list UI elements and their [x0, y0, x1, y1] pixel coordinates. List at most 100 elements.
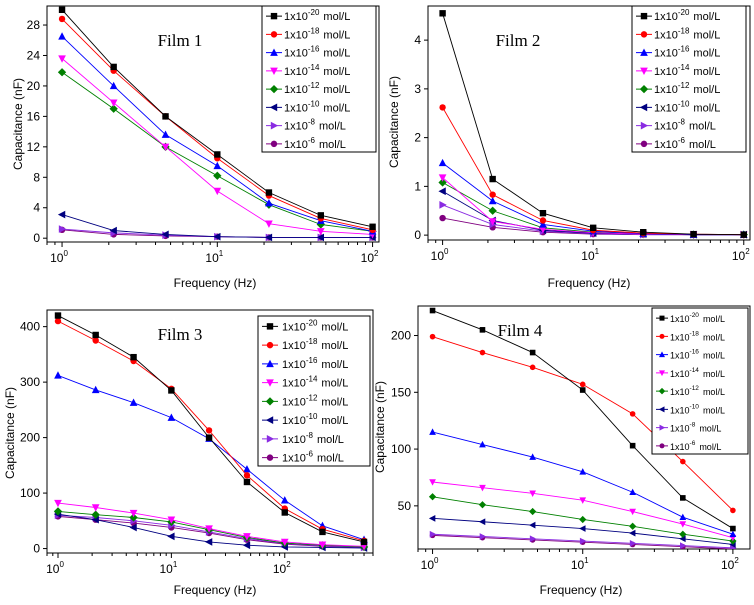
x-tick-label: 102 — [721, 556, 739, 572]
legend-entry: 1x10-12 mol/L — [266, 81, 350, 96]
legend-marker — [266, 359, 274, 368]
data-point — [579, 468, 587, 475]
legend-box — [261, 5, 377, 153]
legend-exponent: -14 — [690, 367, 700, 374]
legend-entry: 1x10-18 mol/L — [262, 337, 348, 352]
data-point — [109, 226, 117, 235]
data-point — [479, 484, 486, 492]
legend-label: 1x10-12 mol/L — [654, 81, 720, 96]
legend-exponent: -16 — [308, 45, 320, 54]
y-tick-label: 1 — [414, 179, 421, 193]
data-point — [529, 490, 537, 497]
legend-label: 1x10-8 mol/L — [284, 118, 346, 133]
data-point — [529, 521, 536, 529]
data-point — [529, 453, 537, 460]
legend-entry: 1x10-8 mol/L — [656, 422, 721, 434]
y-tick-label: 400 — [20, 320, 40, 334]
legend-prefix: 1x10 — [282, 396, 306, 408]
legend-prefix: 1x10 — [670, 369, 690, 379]
data-point — [129, 523, 137, 532]
legend-unit: mol/L — [319, 121, 346, 133]
data-point — [539, 226, 547, 234]
legend-exponent: -6 — [678, 136, 686, 145]
legend-unit: mol/L — [703, 387, 725, 397]
data-point — [429, 530, 437, 538]
data-point — [205, 434, 213, 441]
data-point — [680, 542, 687, 549]
data-point — [243, 472, 251, 479]
series-3 — [58, 55, 377, 239]
x-tick-label: 101 — [571, 556, 589, 572]
x-tick-label: 100 — [431, 247, 449, 263]
x-tick-base: 10 — [721, 558, 735, 572]
data-point — [629, 529, 636, 537]
x-axis-label: Frequency (Hz) — [540, 583, 623, 597]
x-tick-exponent: 0 — [444, 247, 449, 256]
legend-exponent: -10 — [308, 99, 320, 108]
x-tick-label: 101 — [205, 249, 223, 265]
data-point — [629, 539, 637, 547]
data-point — [57, 68, 67, 77]
legend-label: 1x10-18 mol/L — [284, 26, 350, 41]
x-tick-base: 10 — [205, 251, 219, 265]
legend-exponent: -8 — [306, 431, 314, 440]
legend-entry: 1x10-20 mol/L — [656, 312, 725, 324]
x-tick-exponent: 2 — [286, 560, 291, 569]
legend-box — [631, 5, 747, 153]
data-point — [109, 81, 118, 90]
legend-marker — [640, 48, 648, 56]
series-3 — [429, 479, 737, 542]
data-point — [579, 381, 586, 388]
legend-unit: mol/L — [689, 121, 716, 133]
series-4 — [428, 493, 737, 545]
data-point — [679, 521, 687, 528]
legend-unit: mol/L — [703, 351, 725, 361]
legend-label: 1x10-10 mol/L — [282, 412, 348, 427]
legend-entry: 1x10-16 mol/L — [266, 45, 350, 60]
legend-unit: mol/L — [693, 48, 720, 60]
data-point — [53, 507, 63, 516]
legend-exponent: -20 — [308, 8, 320, 17]
legend-label: 1x10-16 mol/L — [670, 349, 725, 361]
legend-marker — [640, 12, 648, 20]
data-point — [429, 479, 436, 486]
x-tick-exponent: 2 — [734, 556, 739, 565]
x-tick-exponent: 1 — [595, 247, 600, 256]
legend-exponent: -16 — [678, 45, 690, 54]
data-point — [162, 113, 169, 120]
data-point — [369, 223, 376, 230]
data-point — [204, 538, 213, 546]
legend-unit: mol/L — [693, 66, 720, 78]
x-tick-base: 10 — [431, 249, 445, 263]
data-point — [213, 171, 222, 180]
legend-exponent: -14 — [308, 63, 320, 72]
legend-label: 1x10-12 mol/L — [282, 393, 348, 408]
legend-exponent: -16 — [690, 349, 700, 356]
data-point — [316, 233, 324, 242]
data-point — [161, 230, 169, 239]
data-point — [579, 497, 587, 504]
series-2 — [429, 428, 737, 538]
legend-marker — [659, 424, 666, 431]
data-point — [429, 333, 436, 340]
legend-entry: 1x10-12 mol/L — [262, 393, 348, 408]
data-point — [690, 230, 697, 238]
data-point — [316, 228, 325, 236]
data-point — [168, 387, 175, 394]
panel-title: Film 3 — [158, 325, 203, 344]
data-point — [54, 499, 62, 508]
data-point — [58, 15, 66, 23]
data-point — [429, 307, 436, 314]
data-point — [478, 518, 486, 526]
x-tick-base: 10 — [273, 562, 287, 576]
legend-entry: 1x10-10 mol/L — [266, 99, 350, 114]
data-point — [167, 532, 175, 541]
data-point — [242, 541, 251, 550]
legend-label: 1x10-6 mol/L — [654, 136, 716, 151]
x-axis-label: Frequency (Hz) — [174, 583, 257, 597]
x-tick-exponent: 1 — [584, 556, 589, 565]
data-point — [679, 513, 687, 521]
data-point — [205, 525, 213, 533]
